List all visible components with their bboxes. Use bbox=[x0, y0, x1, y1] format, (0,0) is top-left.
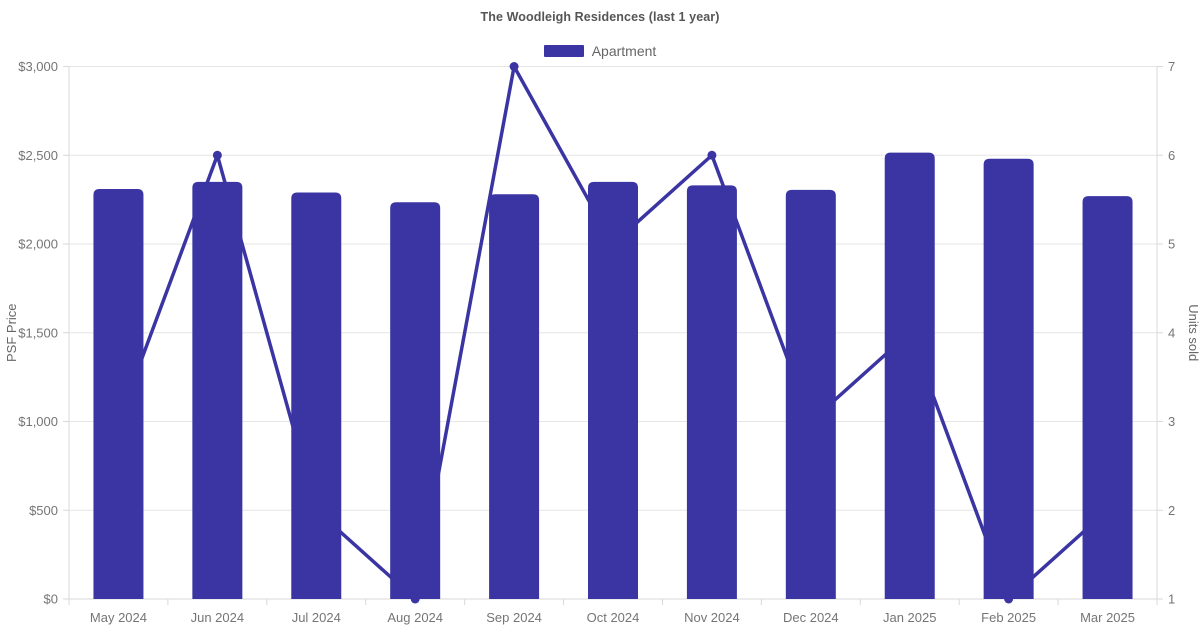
bar-mar-2025[interactable] bbox=[1082, 196, 1133, 599]
bar-nov-2024[interactable] bbox=[686, 185, 737, 600]
left-axis-tick-label: $1,000 bbox=[18, 414, 58, 429]
right-axis-tick-label: 1 bbox=[1168, 592, 1175, 607]
line-point-aug-2024[interactable] bbox=[410, 594, 420, 604]
line-point-jun-2024[interactable] bbox=[212, 150, 222, 160]
line-point-feb-2025[interactable] bbox=[1004, 594, 1014, 604]
right-axis-tick-label: 6 bbox=[1168, 148, 1175, 163]
right-axis-tick-label: 4 bbox=[1168, 325, 1175, 340]
left-axis-tick-label: $2,500 bbox=[18, 148, 58, 163]
x-tick-label: Jul 2024 bbox=[292, 610, 341, 625]
bar-feb-2025[interactable] bbox=[983, 158, 1034, 600]
left-axis-tick-label: $500 bbox=[29, 503, 58, 518]
right-axis-title: Units sold bbox=[1186, 304, 1200, 361]
right-axis-tick-label: 7 bbox=[1168, 59, 1175, 74]
left-axis-tick-label: $2,000 bbox=[18, 237, 58, 252]
legend-swatch bbox=[543, 45, 584, 57]
bar-dec-2024[interactable] bbox=[785, 189, 836, 600]
chart-title: The Woodleigh Residences (last 1 year) bbox=[480, 10, 720, 24]
bar-jul-2024[interactable] bbox=[291, 192, 342, 599]
right-axis-tick-label: 5 bbox=[1168, 237, 1175, 252]
x-tick-label: Feb 2025 bbox=[981, 610, 1036, 625]
x-tick-label: Nov 2024 bbox=[684, 610, 740, 625]
x-tick-label: Jan 2025 bbox=[883, 610, 937, 625]
x-tick-label: Oct 2024 bbox=[587, 610, 640, 625]
left-axis-tick-label: $1,500 bbox=[18, 325, 58, 340]
bar-jan-2025[interactable] bbox=[884, 152, 935, 599]
line-point-nov-2024[interactable] bbox=[707, 150, 717, 160]
bar-jun-2024[interactable] bbox=[192, 181, 243, 599]
x-tick-label: Aug 2024 bbox=[387, 610, 443, 625]
line-point-dec-2024[interactable] bbox=[806, 417, 816, 426]
line-point-oct-2024[interactable] bbox=[608, 239, 618, 249]
x-tick-label: Sep 2024 bbox=[486, 610, 542, 625]
x-tick-label: Mar 2025 bbox=[1080, 610, 1135, 625]
line-point-jan-2025[interactable] bbox=[905, 328, 915, 338]
bar-aug-2024[interactable] bbox=[390, 202, 441, 599]
bar-oct-2024[interactable] bbox=[588, 181, 638, 599]
x-tick-label: Dec 2024 bbox=[783, 610, 839, 625]
left-axis-title: PSF Price bbox=[4, 303, 19, 362]
left-axis-tick-label: $0 bbox=[44, 592, 58, 607]
x-tick-label: May 2024 bbox=[90, 610, 147, 625]
line-point-mar-2025[interactable] bbox=[1103, 505, 1113, 515]
line-point-sep-2024[interactable] bbox=[509, 62, 519, 71]
line-point-jul-2024[interactable] bbox=[311, 505, 321, 515]
x-tick-label: Jun 2024 bbox=[191, 610, 245, 625]
bar-may-2024[interactable] bbox=[93, 188, 144, 599]
left-axis-tick-label: $3,000 bbox=[18, 59, 58, 74]
bar-sep-2024[interactable] bbox=[489, 194, 540, 600]
legend-item-apartment[interactable]: Apartment bbox=[543, 43, 657, 59]
right-axis-tick-label: 2 bbox=[1168, 503, 1175, 518]
right-axis-tick-label: 3 bbox=[1168, 414, 1175, 429]
legend-label: Apartment bbox=[591, 43, 657, 59]
legend: Apartment bbox=[0, 42, 1200, 60]
line-point-may-2024[interactable] bbox=[113, 417, 123, 426]
